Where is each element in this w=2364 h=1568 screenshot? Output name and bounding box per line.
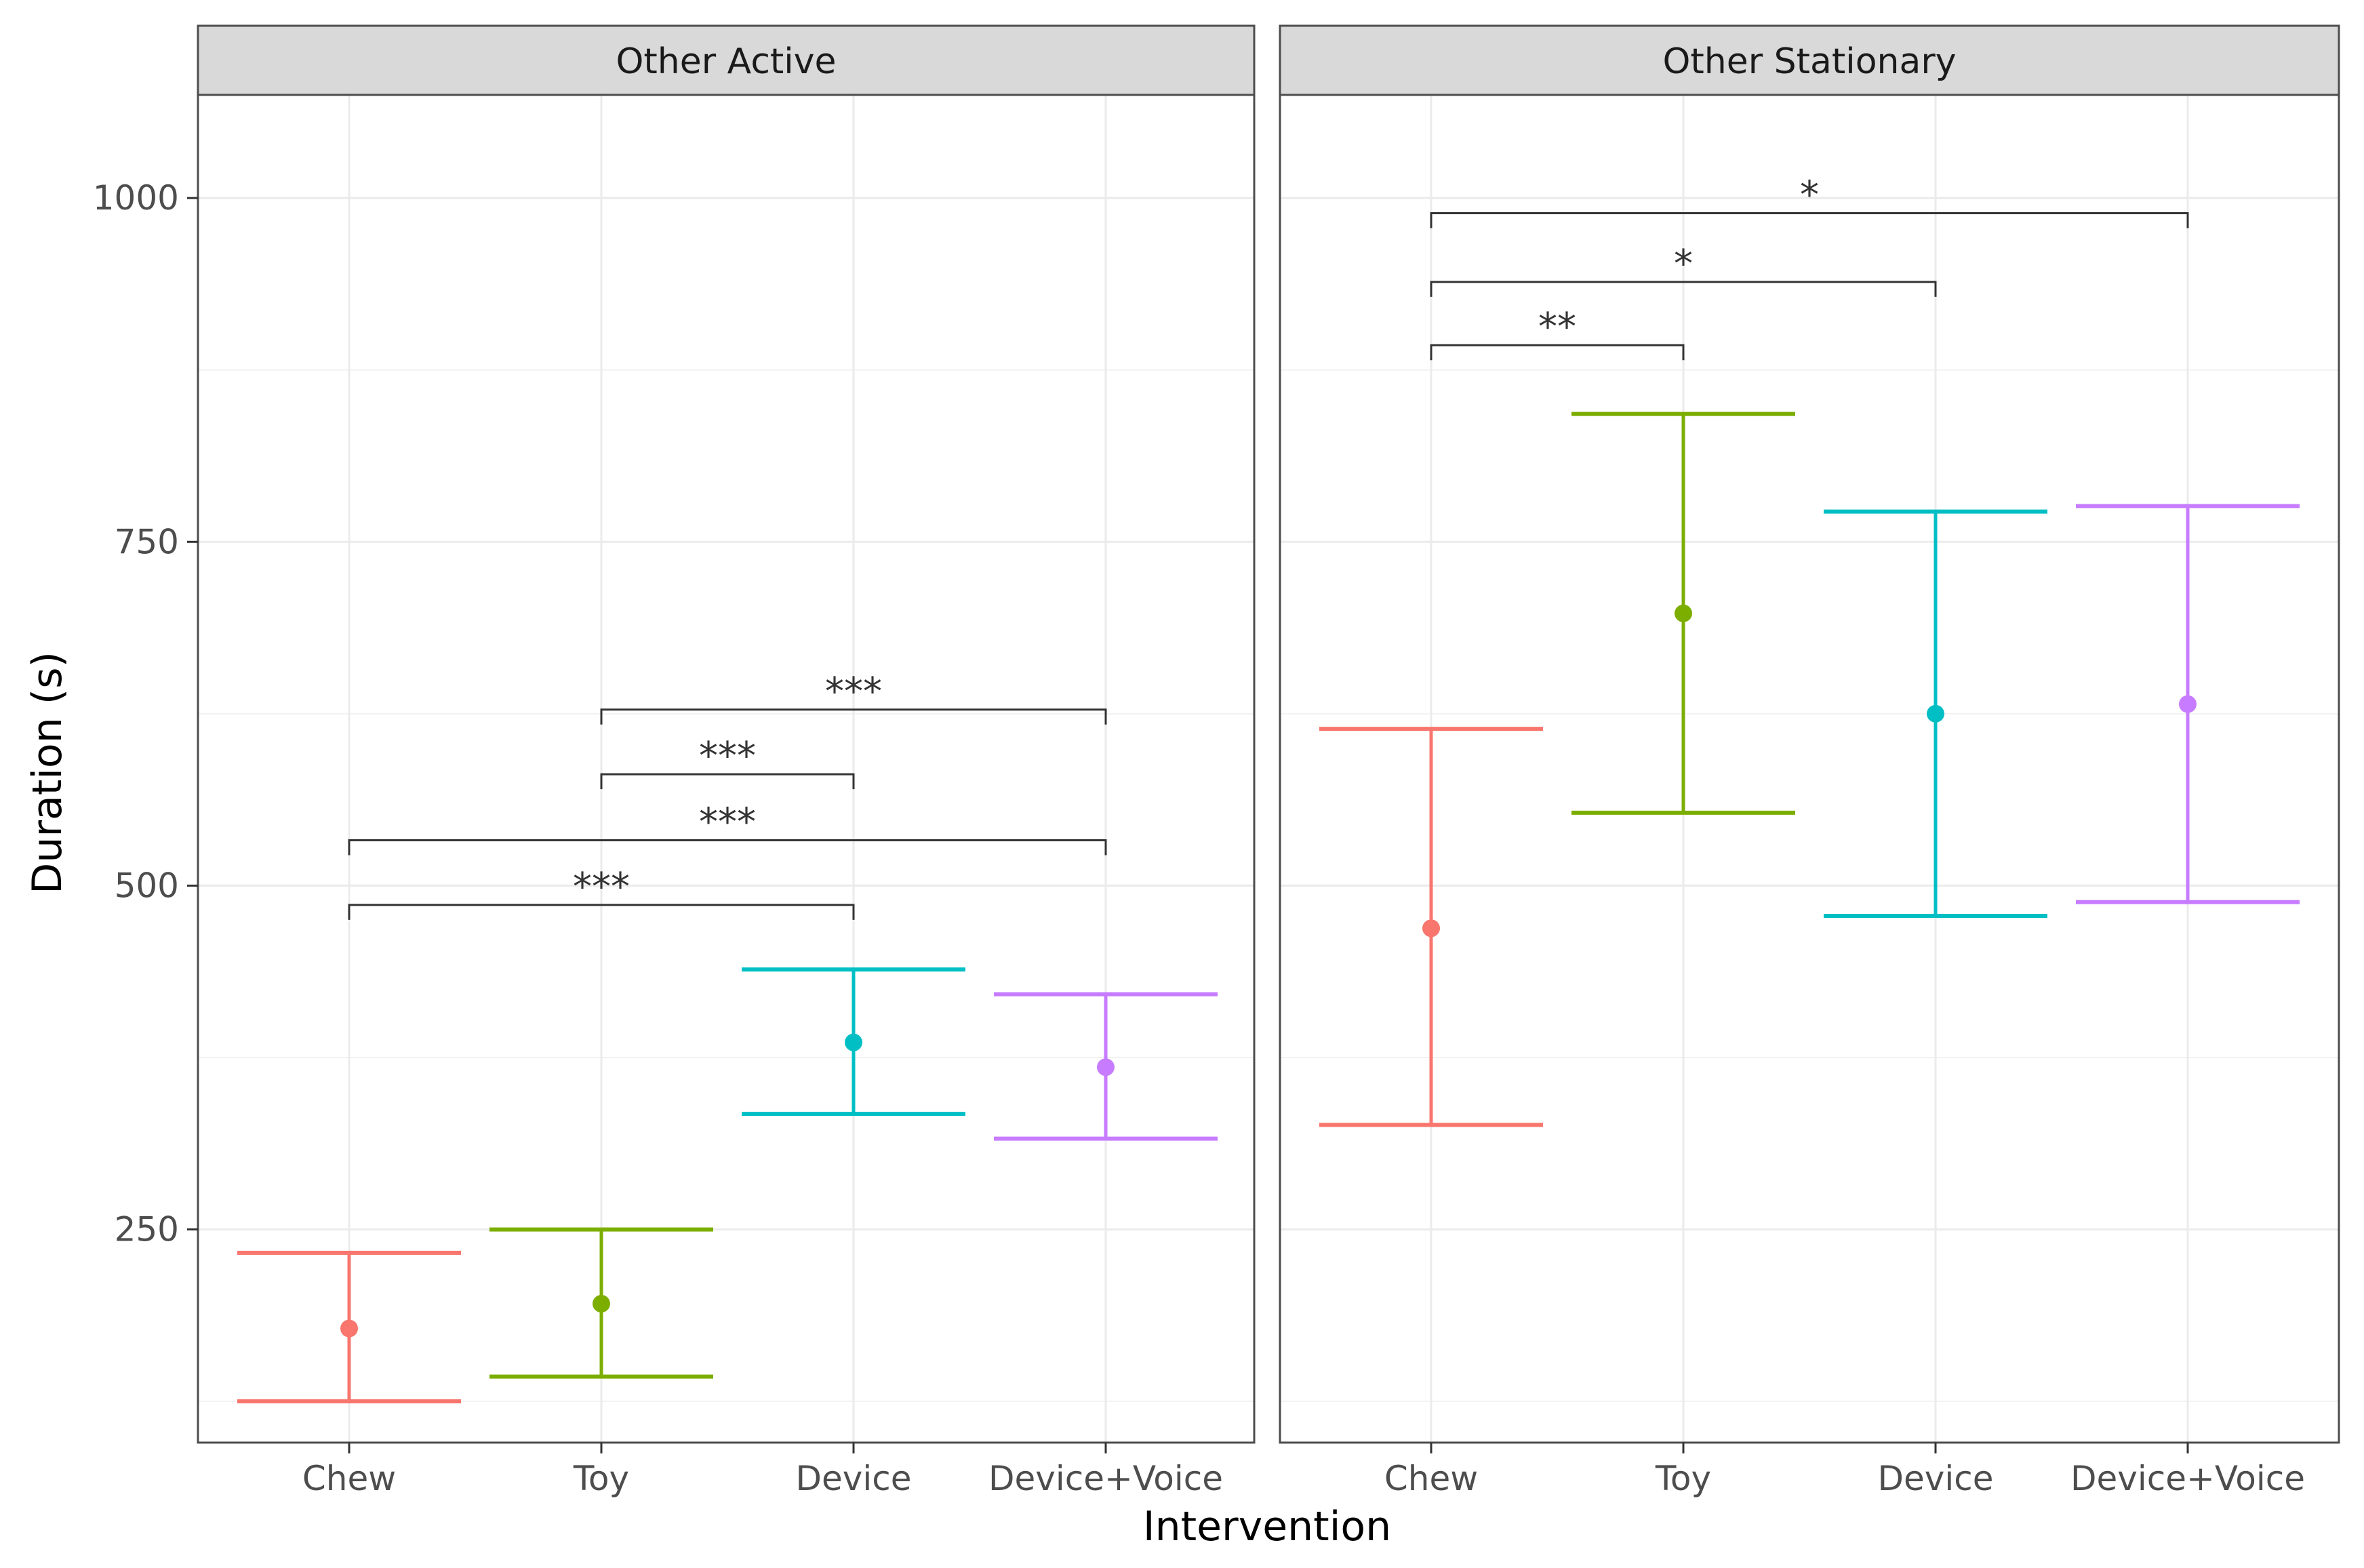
significance-label: * bbox=[1674, 242, 1693, 286]
y-axis: 250 500 750 1000 bbox=[93, 178, 198, 1249]
x-axis-title: Intervention bbox=[1143, 1503, 1391, 1550]
x-tick-label: Toy bbox=[1655, 1459, 1711, 1498]
significance-bracket: *** bbox=[600, 670, 1107, 725]
panel-border bbox=[1279, 94, 2340, 1444]
x-tick-label: Device bbox=[1878, 1459, 1994, 1498]
facet-title: Other Active bbox=[616, 41, 836, 82]
significance-bracket: ** bbox=[1430, 305, 1685, 361]
significance-label: * bbox=[1800, 173, 1819, 217]
significance-label: *** bbox=[699, 734, 756, 778]
bracket-line bbox=[348, 904, 855, 920]
errorbar-chew bbox=[237, 1251, 461, 1404]
significance-label: *** bbox=[573, 865, 630, 909]
x-tick-label: Toy bbox=[573, 1459, 629, 1498]
mean-point bbox=[340, 1319, 358, 1338]
panels: Other Active************Chew Toy Device Dev… bbox=[197, 24, 2340, 1498]
bracket-line bbox=[600, 773, 855, 790]
y-tick-label: 1000 bbox=[93, 178, 179, 218]
significance-label: *** bbox=[699, 800, 756, 844]
facet-title: Other Stationary bbox=[1662, 41, 1956, 82]
bracket-line bbox=[1430, 344, 1685, 361]
y-axis-title: Duration (s) bbox=[24, 651, 71, 894]
significance-bracket: * bbox=[1430, 173, 2189, 228]
x-tick-label: Device bbox=[796, 1459, 912, 1498]
y-tick-label: 500 bbox=[115, 866, 179, 905]
mean-point bbox=[1097, 1058, 1115, 1077]
x-tick-label: Device+Voice bbox=[988, 1459, 1223, 1498]
bracket-line bbox=[600, 708, 1107, 725]
panel-border bbox=[197, 94, 1256, 1444]
mean-point bbox=[593, 1295, 610, 1313]
facet-strip bbox=[197, 24, 1256, 96]
facet-strip bbox=[1279, 24, 2340, 96]
panel-background bbox=[198, 95, 1254, 1443]
panel-other-active: Other Active *** *** *** *** Chew Toy Device Dev… bbox=[197, 24, 1256, 1498]
y-tick-label: 750 bbox=[115, 522, 179, 561]
y-tick-label: 250 bbox=[115, 1210, 179, 1249]
errorbar-device bbox=[1824, 509, 2047, 919]
significance-bracket: *** bbox=[348, 865, 855, 920]
mean-point bbox=[1422, 919, 1440, 938]
errorbar-toy bbox=[489, 1227, 713, 1379]
x-tick-label: Chew bbox=[302, 1459, 396, 1498]
errorbar-chew bbox=[1319, 727, 1543, 1127]
x-tick-label: Chew bbox=[1384, 1459, 1478, 1498]
mean-point bbox=[2179, 695, 2197, 713]
significance-bracket: * bbox=[1430, 242, 1937, 297]
mean-point bbox=[1675, 604, 1692, 622]
mean-point bbox=[845, 1033, 862, 1051]
x-tick-label: Device+Voice bbox=[2070, 1459, 2305, 1498]
panel-background bbox=[1280, 95, 2339, 1443]
panel-other-stationary: Other Stationary****Chew Toy Device Device+… bbox=[1279, 24, 2340, 1498]
significance-bracket: *** bbox=[348, 800, 1107, 856]
mean-point bbox=[1927, 704, 1944, 723]
errorbar-device-voice bbox=[994, 992, 1218, 1141]
errorbar-device-voice bbox=[2076, 504, 2300, 904]
errorbar-device bbox=[742, 967, 965, 1117]
significance-bracket: *** bbox=[600, 734, 855, 790]
significance-label: ** bbox=[1538, 305, 1576, 349]
significance-label: *** bbox=[825, 670, 882, 714]
bracket-line bbox=[1430, 281, 1937, 297]
errorbar-toy bbox=[1571, 411, 1795, 815]
bracket-line bbox=[1430, 212, 2189, 228]
bracket-line bbox=[348, 839, 1107, 856]
